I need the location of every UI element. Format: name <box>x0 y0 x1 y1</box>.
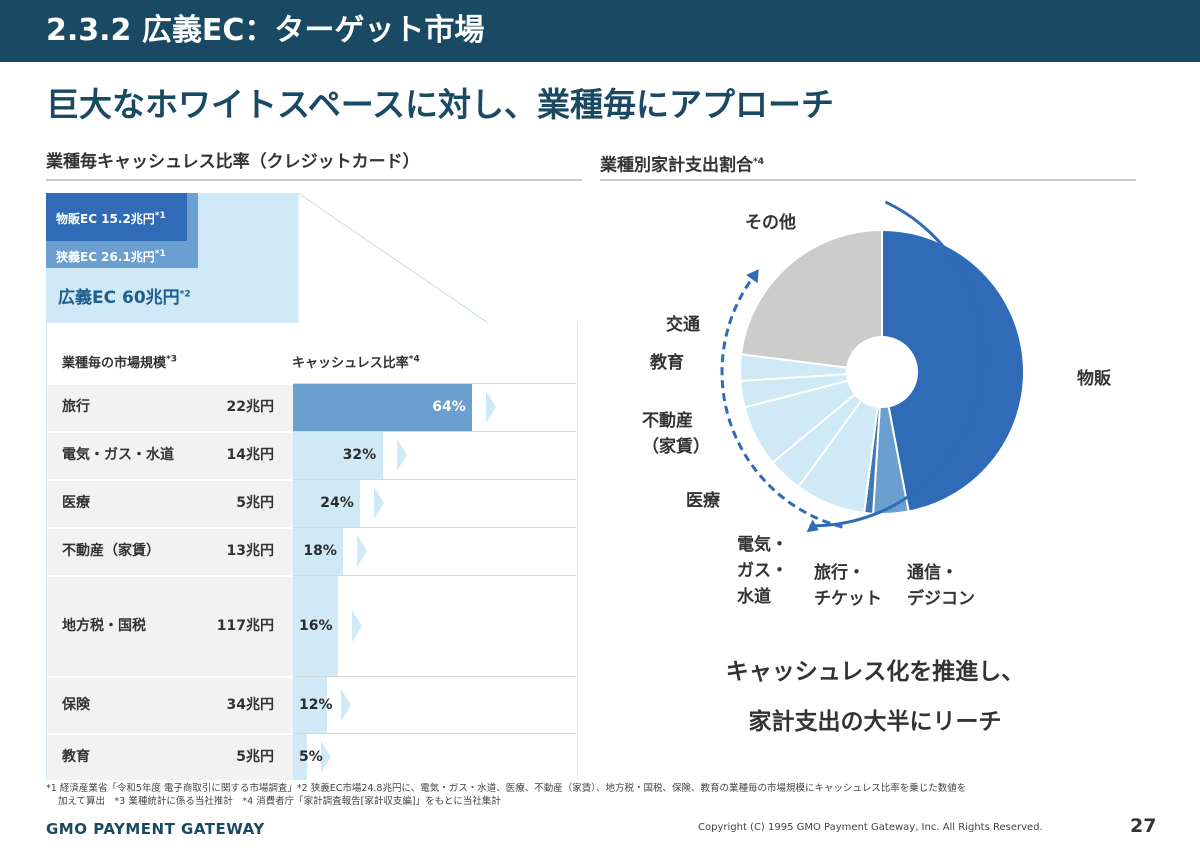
market-size-value: 5兆円 <box>236 748 274 765</box>
cashless-ratio-bar <box>293 480 361 527</box>
cashless-ratio-value: 32% <box>342 447 377 463</box>
row-divider <box>293 733 576 734</box>
arrowhead-icon <box>806 519 819 533</box>
left-section-divider <box>46 179 582 181</box>
market-size-value: 117兆円 <box>216 617 274 634</box>
market-size-value: 22兆円 <box>226 399 274 415</box>
market-size-value: 14兆円 <box>226 447 274 463</box>
cashless-ratio-value: 16% <box>299 617 333 634</box>
pie-label-utilities: 電気・ ガス・ 水道 <box>737 535 788 607</box>
table-row <box>47 527 293 575</box>
coverage-arc <box>809 200 985 528</box>
cashless-ratio-bar <box>293 734 307 780</box>
pie-label-travel: 旅行・ チケット <box>814 563 882 609</box>
table-row <box>47 676 293 733</box>
industry-name: 教育 <box>62 748 90 765</box>
row-divider <box>293 575 576 576</box>
ratio-arrow-icon <box>340 688 351 721</box>
cashless-ratio-bar <box>293 528 344 575</box>
industry-name: 医療 <box>62 495 90 511</box>
pie-label-realestate: 不動産 （家賃） <box>642 411 710 457</box>
ratio-arrow-icon <box>374 487 385 519</box>
page-number: 27 <box>1130 815 1157 837</box>
pie-label-telecom: 通信・ デジコン <box>907 563 975 609</box>
arrowhead-icon <box>746 269 759 284</box>
pie-center-hole <box>846 336 918 408</box>
cashless-ratio-value: 24% <box>320 495 354 511</box>
pie-label-goods: 物販 <box>1077 369 1111 389</box>
cashless-ratio-value: 18% <box>303 543 337 559</box>
cashless-ratio-bar <box>293 576 338 676</box>
industry-name: 不動産（家賃） <box>62 543 160 559</box>
expansion-dashed-arc <box>720 278 843 529</box>
table-row <box>47 733 293 780</box>
pie-label-education: 教育 <box>650 353 684 373</box>
industry-name: 旅行 <box>62 399 90 415</box>
cashless-ratio-value: 12% <box>299 696 333 713</box>
cashless-ratio-bar <box>293 677 327 733</box>
row-divider <box>293 479 576 480</box>
ratio-arrow-icon <box>321 740 331 773</box>
footnote-line-2: 加えて算出 *3 業種統計に係る当社推計 *4 消費者庁「家計調査報告[家計収支… <box>58 796 501 807</box>
industry-name: 地方税・国税 <box>62 617 146 634</box>
household-spending-pie-chart <box>720 200 1025 533</box>
company-logo: GMO PAYMENT GATEWAY <box>46 820 265 838</box>
ratio-arrow-icon <box>486 391 497 423</box>
page-title: 2.3.2 広義EC：ターゲット市場 <box>46 13 485 48</box>
industry-name: 保険 <box>62 696 90 713</box>
right-section-title: 業種別家計支出割合*4 <box>600 155 764 176</box>
market-size-value: 34兆円 <box>226 696 274 713</box>
table-row <box>47 383 293 431</box>
table-row <box>47 575 293 676</box>
cashless-ratio-value: 5% <box>299 748 323 765</box>
cashless-ratio-bar <box>293 432 383 479</box>
narrow-ec-label: 狭義EC 26.1兆円*1 <box>56 249 166 264</box>
header-bar <box>0 0 1200 62</box>
row-divider <box>293 431 576 432</box>
footnote-line-1: *1 経済産業省「令和5年度 電子商取引に関する市場調査」*2 狭義EC市場24… <box>46 783 967 794</box>
copyright: Copyright (C) 1995 GMO Payment Gateway, … <box>698 822 1043 833</box>
right-section-divider <box>600 179 1136 181</box>
ratio-arrow-icon <box>396 439 407 471</box>
col-header-cashless-ratio: キャッシュレス比率*4 <box>292 354 420 371</box>
col-header-market-size: 業種毎の市場規模*3 <box>62 354 177 371</box>
cashless-ratio-value: 64% <box>432 399 466 415</box>
broad-ec-label: 広義EC 60兆円*2 <box>58 288 191 308</box>
ratio-arrow-icon <box>351 609 362 642</box>
pie-label-other: その他 <box>745 213 796 233</box>
row-divider <box>293 676 576 677</box>
goods-ec-label: 物販EC 15.2兆円*1 <box>56 211 166 226</box>
ratio-arrow-icon <box>357 535 368 567</box>
row-divider <box>293 527 576 528</box>
message-line-1: キャッシュレス化を推進し、 <box>725 659 1025 685</box>
left-section-title: 業種毎キャッシュレス比率（クレジットカード） <box>46 152 420 172</box>
row-divider <box>293 383 576 384</box>
headline: 巨大なホワイトスペースに対し、業種毎にアプローチ <box>46 85 835 124</box>
table-row <box>47 431 293 479</box>
pie-label-medical: 医療 <box>686 491 720 511</box>
market-size-value: 5兆円 <box>236 495 274 511</box>
pie-label-transport: 交通 <box>666 315 700 335</box>
footnotes: *1 経済産業省「令和5年度 電子商取引に関する市場調査」*2 狭義EC市場24… <box>46 782 1156 808</box>
table-row <box>47 479 293 527</box>
pie-slice <box>740 228 883 374</box>
goods-ec-box <box>46 193 187 241</box>
market-size-value: 13兆円 <box>226 543 274 559</box>
message-line-2: 家計支出の大半にリーチ <box>748 709 1002 735</box>
industry-name: 電気・ガス・水道 <box>62 447 174 463</box>
cashless-ratio-bar <box>293 384 473 431</box>
